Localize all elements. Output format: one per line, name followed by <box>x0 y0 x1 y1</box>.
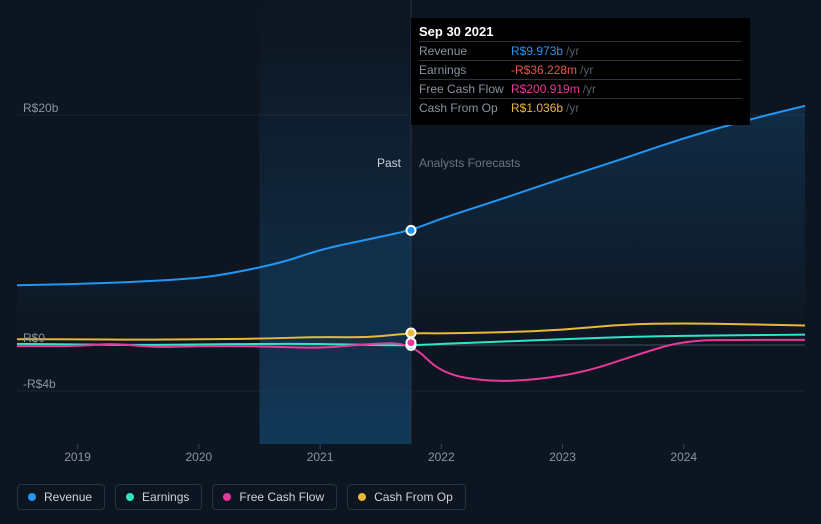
tooltip-row: Free Cash FlowR$200.919m/yr <box>419 79 742 98</box>
tooltip-row-label: Revenue <box>419 44 511 58</box>
legend-dot-icon <box>126 493 134 501</box>
tooltip-row-label: Cash From Op <box>419 101 511 115</box>
tooltip-row-value: R$200.919m <box>511 82 580 96</box>
past-label: Past <box>377 156 401 170</box>
tooltip-row-value: R$9.973b <box>511 44 563 58</box>
tooltip-row-unit: /yr <box>580 63 593 77</box>
legend-label: Free Cash Flow <box>239 490 324 504</box>
x-tick-label: 2019 <box>64 450 91 464</box>
tooltip-row-value: R$1.036b <box>511 101 563 115</box>
tooltip-title: Sep 30 2021 <box>419 24 742 39</box>
legend-item-fcf[interactable]: Free Cash Flow <box>212 484 337 510</box>
x-tick-label: 2020 <box>185 450 212 464</box>
x-tick-label: 2022 <box>428 450 455 464</box>
tooltip-row: Earnings-R$36.228m/yr <box>419 60 742 79</box>
y-tick-label: R$20b <box>23 101 58 115</box>
legend: Revenue Earnings Free Cash Flow Cash From O… <box>17 484 466 510</box>
y-tick-label: R$0 <box>23 331 45 345</box>
x-tick-label: 2024 <box>670 450 697 464</box>
legend-item-cash_from_op[interactable]: Cash From Op <box>347 484 466 510</box>
x-tick-label: 2021 <box>307 450 334 464</box>
tooltip-row: Cash From OpR$1.036b/yr <box>419 98 742 117</box>
marker-revenue[interactable] <box>407 226 416 235</box>
tooltip-row-unit: /yr <box>566 44 579 58</box>
tooltip-row-value: -R$36.228m <box>511 63 577 77</box>
legend-dot-icon <box>28 493 36 501</box>
legend-label: Cash From Op <box>374 490 453 504</box>
tooltip-row-label: Free Cash Flow <box>419 82 511 96</box>
tooltip: Sep 30 2021 RevenueR$9.973b/yrEarnings-R… <box>411 18 750 125</box>
legend-item-earnings[interactable]: Earnings <box>115 484 202 510</box>
tooltip-row: RevenueR$9.973b/yr <box>419 41 742 60</box>
legend-label: Earnings <box>142 490 189 504</box>
tooltip-row-label: Earnings <box>419 63 511 77</box>
marker-cash_from_op[interactable] <box>407 329 416 338</box>
x-tick-label: 2023 <box>549 450 576 464</box>
legend-label: Revenue <box>44 490 92 504</box>
tooltip-row-unit: /yr <box>583 82 596 96</box>
legend-dot-icon <box>223 493 231 501</box>
legend-dot-icon <box>358 493 366 501</box>
marker-fcf[interactable] <box>407 338 416 347</box>
legend-item-revenue[interactable]: Revenue <box>17 484 105 510</box>
forecast-label: Analysts Forecasts <box>419 156 520 170</box>
y-tick-label: -R$4b <box>23 377 56 391</box>
tooltip-row-unit: /yr <box>566 101 579 115</box>
